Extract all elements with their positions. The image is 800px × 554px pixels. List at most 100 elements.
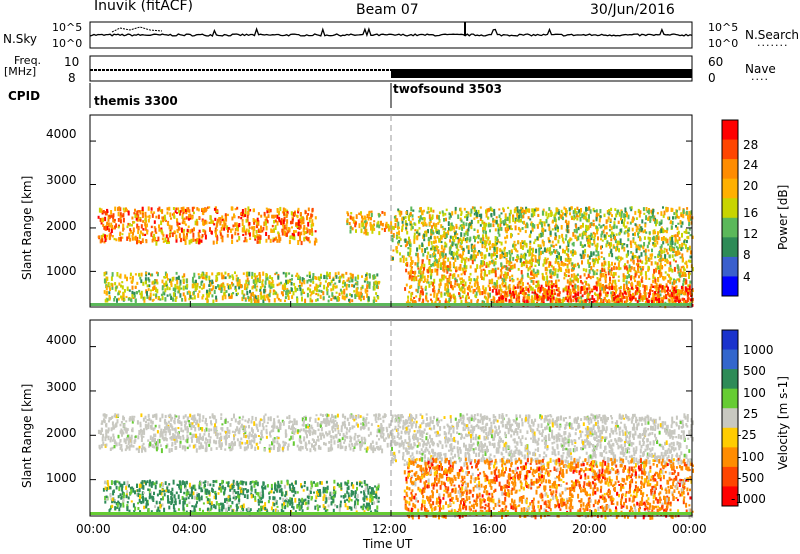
power-cell xyxy=(144,211,147,217)
power-cell xyxy=(299,276,301,281)
power-cell xyxy=(557,261,559,265)
power-cell xyxy=(506,234,509,239)
power-cell xyxy=(420,263,423,269)
power-cell xyxy=(301,277,304,282)
power-cell xyxy=(259,288,262,292)
power-cell xyxy=(476,278,479,281)
power-cell xyxy=(526,272,529,277)
power-cell xyxy=(645,255,648,259)
power-cell xyxy=(427,281,430,284)
power-cell xyxy=(349,272,352,275)
power-cell xyxy=(249,289,251,294)
power-cell xyxy=(505,260,508,265)
power-cell xyxy=(600,255,603,258)
power-cell xyxy=(204,230,207,236)
power-cell xyxy=(181,207,184,212)
power-cell xyxy=(542,242,545,247)
power-cell xyxy=(450,222,453,226)
power-cell xyxy=(557,226,559,229)
power-cell xyxy=(473,257,476,262)
power-cell xyxy=(602,272,605,278)
power-cell xyxy=(197,293,200,298)
power-cell xyxy=(550,264,553,268)
power-cell xyxy=(307,237,310,242)
power-cell xyxy=(572,299,575,303)
power-cell xyxy=(413,239,416,244)
power-cell xyxy=(607,270,610,276)
power-cell xyxy=(444,283,447,288)
power-cell xyxy=(618,298,621,301)
power-cell xyxy=(211,294,214,298)
power-cell xyxy=(589,275,592,280)
power-cell xyxy=(260,214,263,218)
power-cell xyxy=(430,264,433,268)
velocity-cell xyxy=(299,435,302,440)
power-cell xyxy=(672,248,675,252)
power-cell xyxy=(585,235,588,239)
power-cell xyxy=(270,228,273,233)
power-cell xyxy=(183,273,186,278)
power-cell xyxy=(298,227,301,230)
power-cell xyxy=(500,293,503,296)
power-cell xyxy=(600,225,603,229)
power-cell xyxy=(511,291,514,296)
power-cell xyxy=(499,254,502,260)
power-cell xyxy=(341,295,344,300)
power-cell xyxy=(415,252,418,257)
power-cell xyxy=(146,223,148,228)
power-cell xyxy=(670,292,673,295)
power-cell xyxy=(678,289,681,295)
power-cell xyxy=(586,290,589,295)
power-cell xyxy=(297,209,300,214)
power-cell xyxy=(517,268,520,271)
power-cell xyxy=(492,223,495,228)
power-cell xyxy=(281,211,284,214)
power-cell xyxy=(494,273,497,278)
power-cell xyxy=(482,226,485,232)
power-cell xyxy=(430,281,433,285)
power-cell xyxy=(196,282,199,288)
power-cell xyxy=(546,269,549,272)
power-cell xyxy=(674,234,677,239)
power-cell xyxy=(442,212,445,217)
power-cell xyxy=(454,236,457,240)
velocity-cell xyxy=(151,439,154,442)
power-cell xyxy=(613,221,616,226)
power-cell xyxy=(587,225,590,230)
power-cell xyxy=(548,226,551,232)
power-cell xyxy=(103,226,106,230)
power-cell xyxy=(441,252,444,256)
power-cell xyxy=(637,244,640,247)
power-cell xyxy=(300,284,303,287)
power-cell xyxy=(233,213,235,218)
power-cell xyxy=(523,263,526,267)
power-cell xyxy=(644,223,647,228)
velocity-cell xyxy=(354,416,357,421)
power-cell xyxy=(258,235,261,240)
power-cell xyxy=(684,262,687,265)
power-cell xyxy=(648,266,650,271)
power-cell xyxy=(248,232,251,237)
power-cell xyxy=(611,253,614,258)
power-cell xyxy=(678,206,681,211)
power-cell xyxy=(311,231,314,236)
power-cell xyxy=(551,299,554,304)
power-cell xyxy=(537,244,540,248)
velocity-cell xyxy=(193,425,195,428)
power-cell xyxy=(534,238,537,242)
power-cell xyxy=(122,292,125,298)
power-cell xyxy=(104,216,107,222)
power-cell xyxy=(206,289,208,294)
power-cell xyxy=(412,209,415,212)
power-cell xyxy=(580,254,583,260)
power-cell xyxy=(499,248,502,253)
power-cell xyxy=(193,227,195,232)
power-cell xyxy=(170,295,173,300)
power-cell xyxy=(349,293,352,296)
power-cell xyxy=(672,216,674,220)
power-cell xyxy=(463,288,466,293)
power-cell xyxy=(566,290,569,295)
power-cell xyxy=(580,208,582,213)
power-cell xyxy=(509,279,512,282)
power-cell xyxy=(330,298,333,301)
